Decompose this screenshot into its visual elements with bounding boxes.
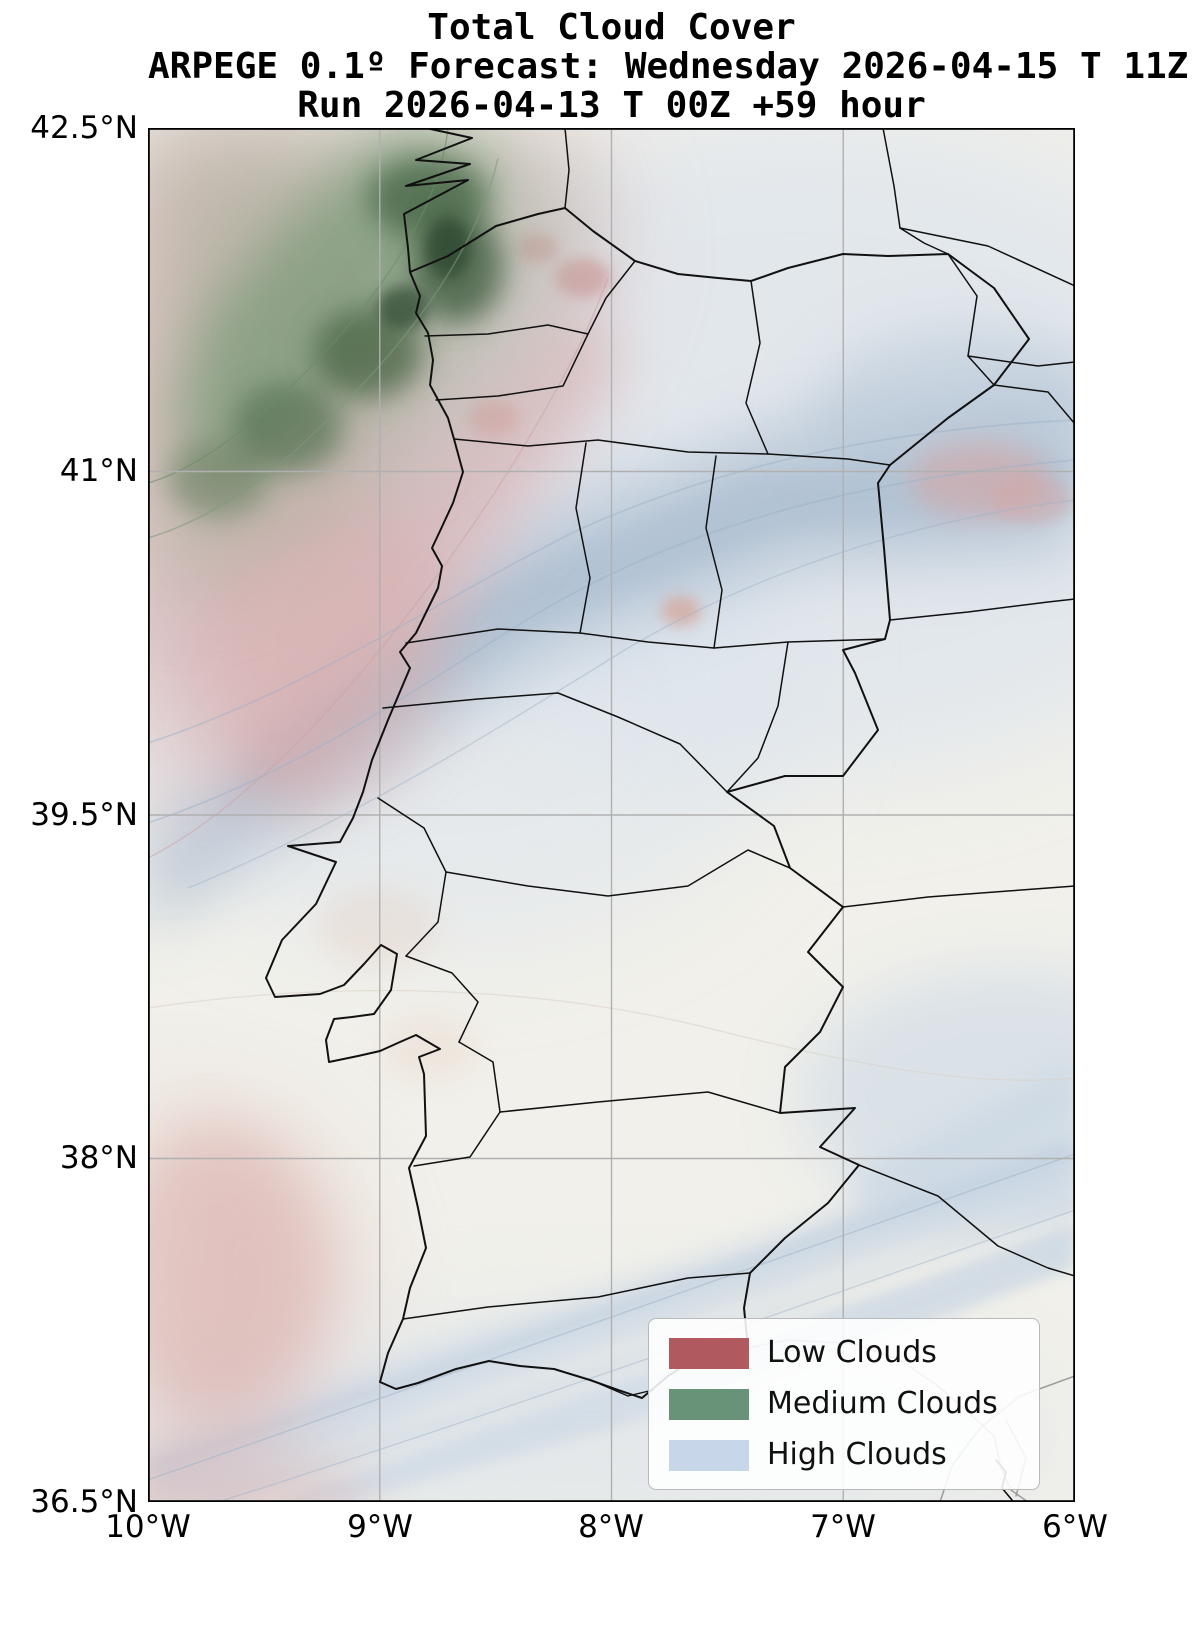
title-block: Total Cloud Cover ARPEGE 0.1º Forecast: … <box>148 7 1189 126</box>
legend-item-high-clouds: High Clouds <box>669 1438 1019 1472</box>
legend-item-low-clouds: Low Clouds <box>669 1336 1019 1370</box>
map-canvas <box>148 128 1075 1502</box>
graticule <box>148 128 1075 1502</box>
high-clouds-swatch <box>669 1439 749 1471</box>
high-clouds-label: High Clouds <box>767 1437 947 1472</box>
map-plot-area: Low Clouds Medium Clouds High Clouds <box>148 128 1075 1502</box>
ytick-39-5n: 39.5°N <box>30 797 138 833</box>
ytick-38n: 38°N <box>59 1140 138 1176</box>
ytick-36-5n: 36.5°N <box>30 1484 138 1520</box>
chart-title: Total Cloud Cover <box>427 7 796 48</box>
ytick-41n: 41°N <box>59 453 138 489</box>
chart-subtitle-run: Run 2026-04-13 T 00Z +59 hour <box>297 85 926 126</box>
legend: Low Clouds Medium Clouds High Clouds <box>648 1318 1040 1490</box>
legend-item-medium-clouds: Medium Clouds <box>669 1387 1019 1421</box>
chart-subtitle-forecast: ARPEGE 0.1º Forecast: Wednesday 2026-04-… <box>148 46 1189 87</box>
contour-lines <box>148 128 1075 1502</box>
medium-clouds-shading <box>148 128 578 598</box>
admin-boundaries <box>377 128 1075 1320</box>
medium-clouds-label: Medium Clouds <box>767 1386 998 1421</box>
low-clouds-swatch <box>669 1337 749 1369</box>
xtick-7w: 7°W <box>810 1509 876 1545</box>
xtick-10w: 10°W <box>105 1509 191 1545</box>
xtick-9w: 9°W <box>347 1509 413 1545</box>
xtick-8w: 8°W <box>578 1509 644 1545</box>
medium-clouds-swatch <box>669 1388 749 1420</box>
xtick-6w: 6°W <box>1042 1509 1108 1545</box>
ytick-42-5n: 42.5°N <box>30 110 138 146</box>
low-clouds-label: Low Clouds <box>767 1335 937 1370</box>
plot-frame <box>148 128 1075 1502</box>
